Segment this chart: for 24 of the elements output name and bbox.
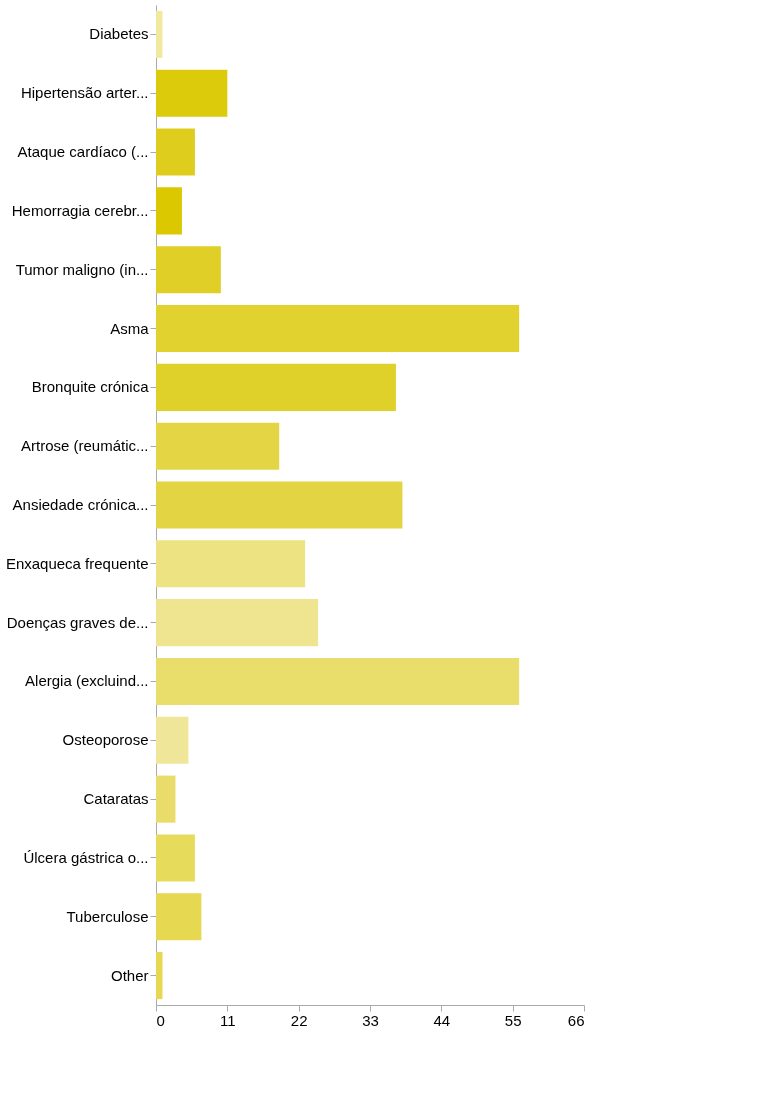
y-tick-label: Hipertensão arter... [20,84,149,102]
y-tick-label: Alergia (excluind... [25,672,149,690]
y-tick-label: Osteoporose [62,731,149,749]
y-tick-label: Cataratas [83,790,149,808]
y-tick-label: Bronquite crónica [31,378,150,396]
y-tick-label: Tuberculose [66,907,149,925]
y-tick-label: Doenças graves de... [6,613,149,631]
y-tick-label: Other [110,966,149,984]
y-tick-label: Diabetes [89,25,149,43]
x-tick-label: 0 [156,1011,165,1029]
x-tick-label: 44 [433,1011,451,1029]
y-tick-label: Enxaqueca frequente [5,554,149,572]
y-tick-label: Úlcera gástrica o... [23,848,149,866]
y-tick-label: Tumor maligno (in... [15,260,149,278]
y-tick-label: Artrose (reumátic... [20,437,149,455]
y-tick-label: Ataque cardíaco (... [17,143,149,161]
y-tick-label: Hemorragia cerebr... [11,201,149,219]
y-tick-label: Asma [110,319,150,337]
x-tick-label: 22 [290,1011,308,1029]
x-tick-label: 55 [504,1011,522,1029]
x-tick-label: 33 [362,1011,379,1029]
x-tick-label: 11 [220,1011,236,1029]
x-tick-label: 66 [567,1011,585,1029]
y-tick-label: Ansiedade crónica... [12,496,149,513]
